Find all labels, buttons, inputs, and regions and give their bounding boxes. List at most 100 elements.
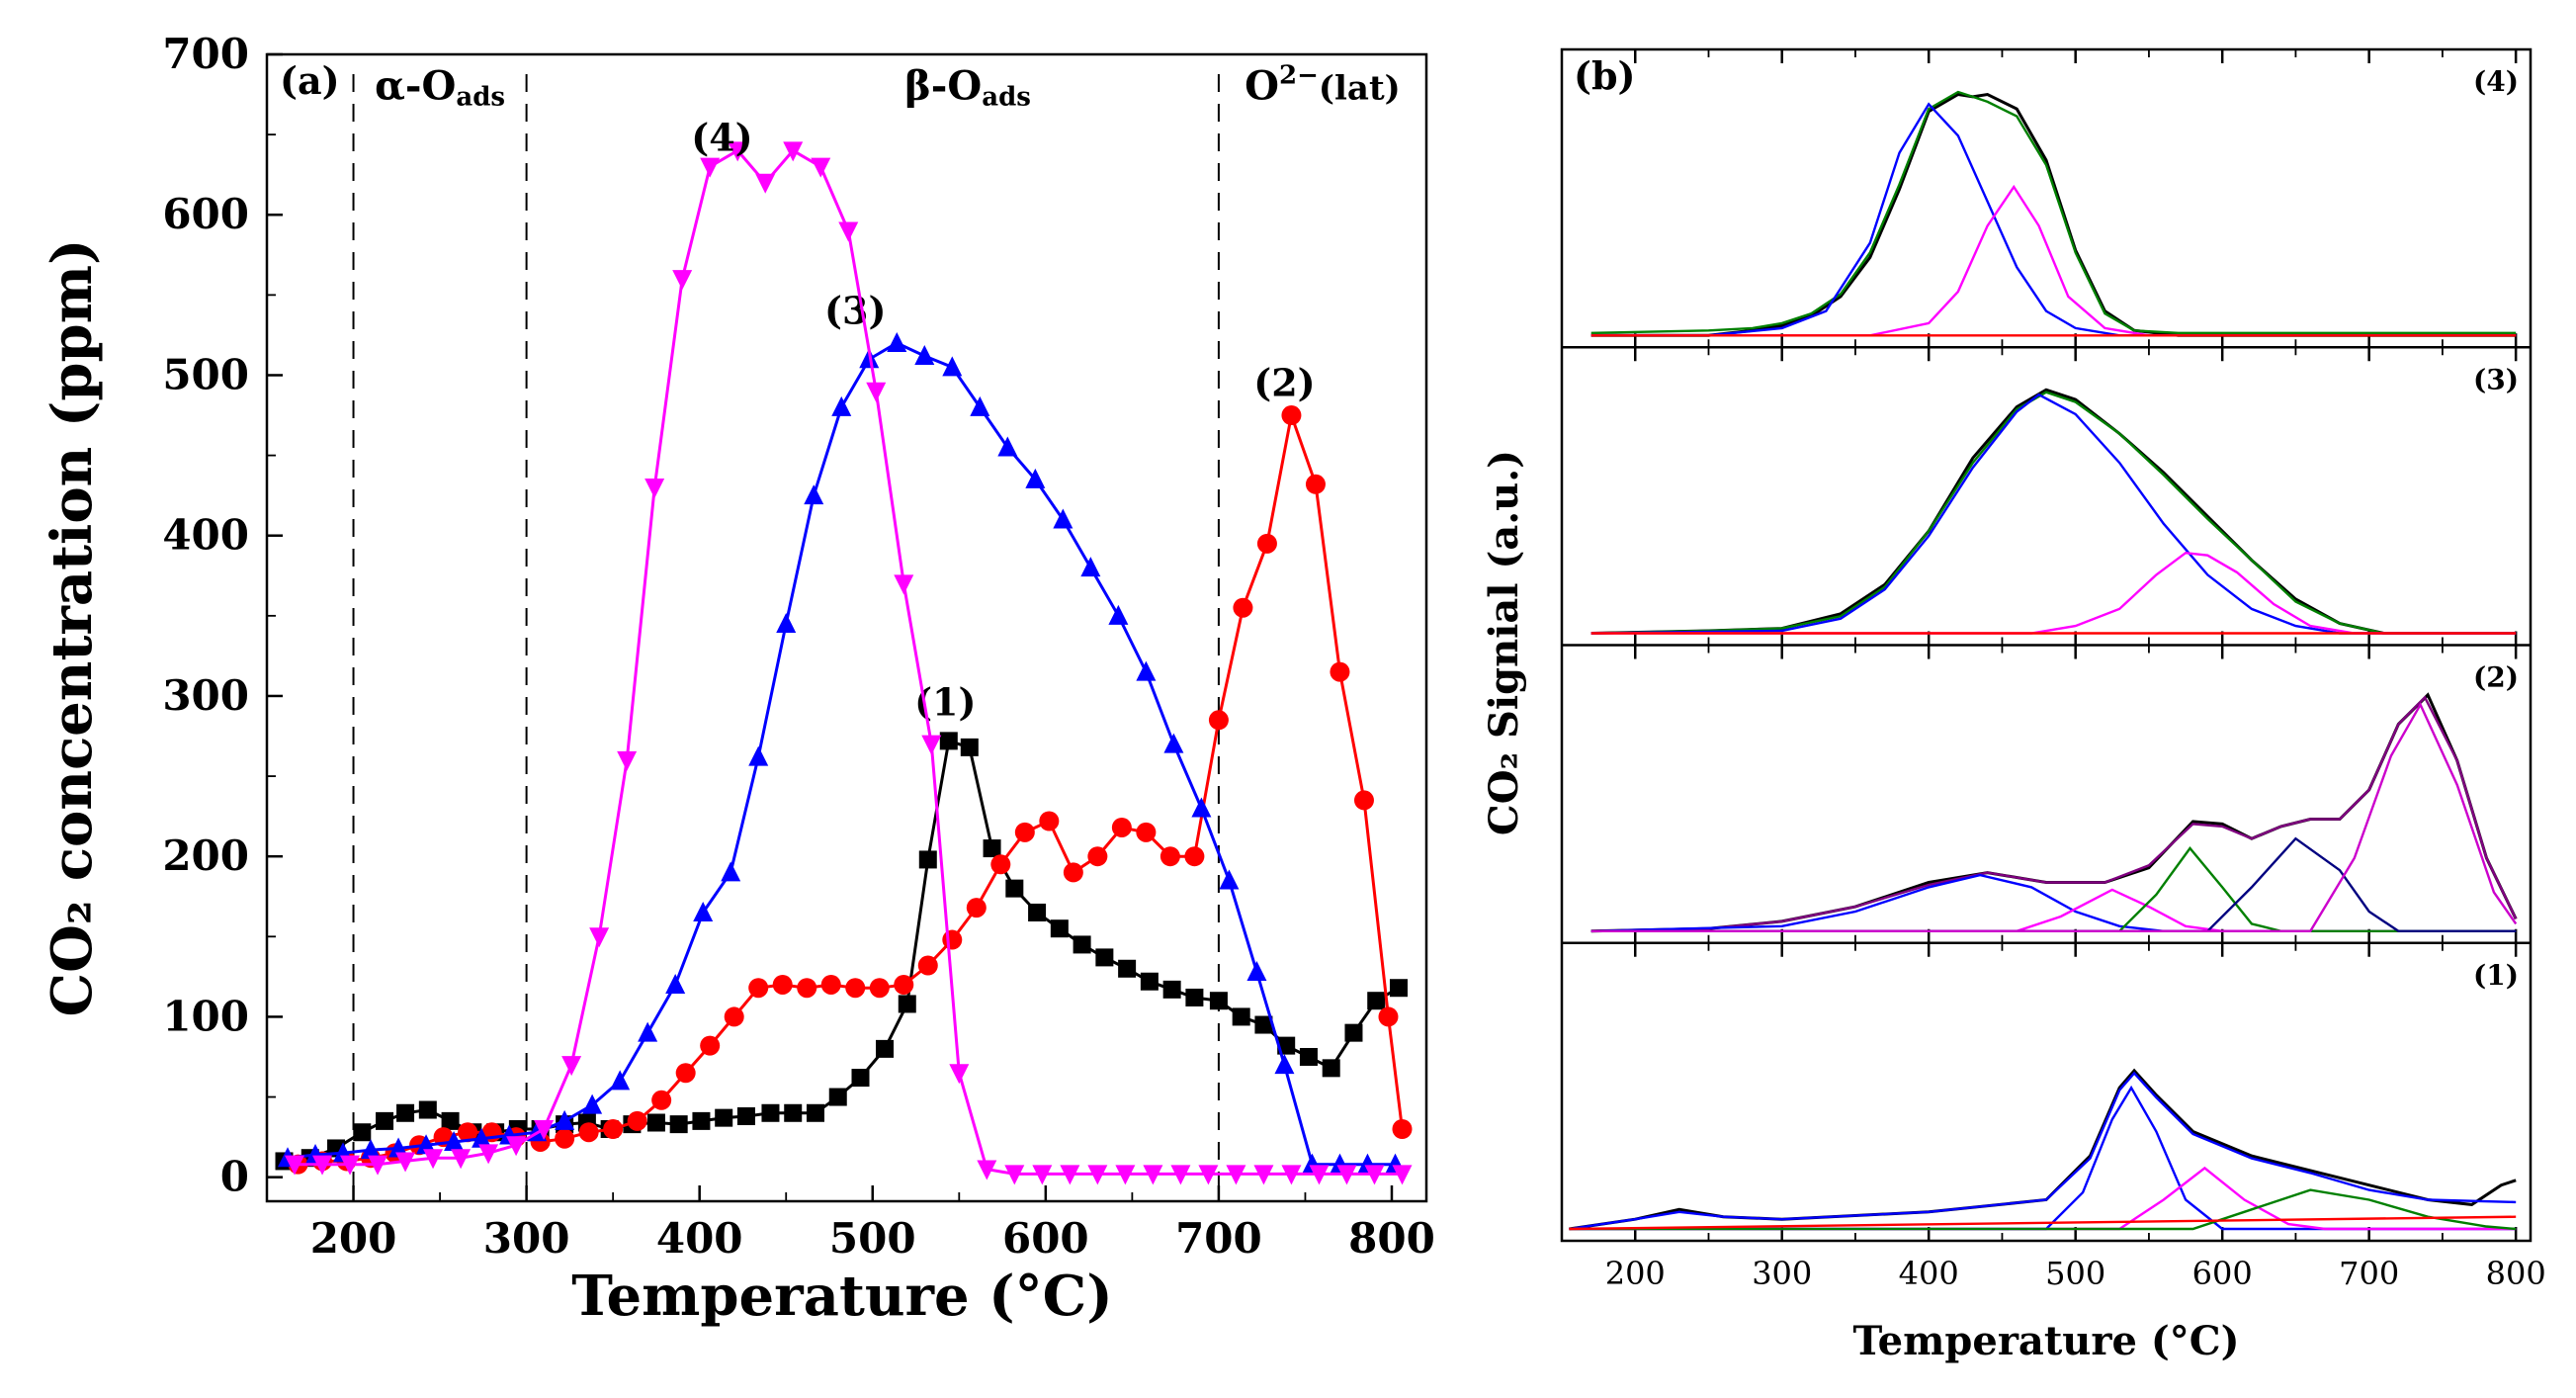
data-point: [1389, 979, 1408, 998]
trace-peak-3: [1590, 846, 2517, 932]
panel-a-series: (1) (2) (3) (4): [275, 115, 1413, 1185]
data-point: [921, 735, 942, 755]
series-line: [298, 409, 1404, 1167]
data-point: [1063, 862, 1083, 883]
data-point: [845, 978, 866, 999]
data-point: [353, 1123, 372, 1142]
data-point: [561, 1056, 582, 1077]
trace-peak-4: [1590, 836, 2517, 932]
data-point: [1219, 869, 1240, 890]
trace-peak-2: [1569, 1166, 2517, 1231]
data-point: [1392, 1118, 1413, 1139]
data-point: [1299, 1047, 1318, 1066]
panel-a: 200 300 400 500 600 700 800 0 100 200 300 400 500 60…: [40, 30, 1435, 1329]
panel-a-x-tick-label: 700: [1175, 1214, 1262, 1263]
data-point: [851, 1069, 870, 1088]
data-point: [418, 1100, 437, 1119]
data-point: [1256, 533, 1277, 554]
data-point: [820, 974, 841, 995]
data-point: [285, 1155, 305, 1176]
series-line: [287, 341, 1396, 1167]
data-point: [1004, 1165, 1025, 1185]
data-point: [651, 1090, 672, 1110]
subplot-label: (1): [2473, 959, 2519, 992]
panel-a-region-labels: α-Oads β-Oads O2−(lat): [375, 60, 1401, 112]
data-point: [441, 1111, 460, 1130]
data-point: [942, 356, 963, 377]
data-point: [918, 850, 937, 869]
data-point: [1136, 660, 1157, 681]
data-point: [797, 978, 817, 999]
data-point: [1087, 1165, 1108, 1185]
data-point: [1159, 846, 1180, 867]
panel-a-y-tick-label: 400: [162, 511, 249, 560]
data-point: [806, 1103, 824, 1122]
panel-a-x-ticks: 200 300 400 500 600 700 800: [266, 1185, 1435, 1263]
data-point: [1095, 948, 1114, 967]
data-point: [1191, 797, 1212, 818]
data-point: [898, 995, 916, 1013]
data-point: [1226, 1165, 1246, 1185]
data-point: [811, 157, 831, 178]
panel-b-subplot-dividers: [1562, 346, 2531, 944]
panel-a-region-label: β-Oads: [904, 62, 1031, 112]
data-point: [1198, 1165, 1219, 1185]
data-point: [1060, 1165, 1080, 1185]
data-point: [555, 1109, 575, 1130]
data-point: [838, 221, 859, 242]
trace-peak-3: [1569, 1188, 2517, 1231]
panel-b-subplot-1: (4): [1561, 49, 2519, 348]
data-point: [939, 732, 958, 750]
data-point: [894, 574, 914, 595]
data-point: [761, 1103, 780, 1122]
data-point: [700, 1035, 721, 1056]
subplot-label: (3): [2473, 363, 2519, 395]
panel-a-y-tick-label: 300: [162, 671, 249, 720]
data-point: [721, 861, 741, 882]
data-point: [866, 382, 887, 402]
data-point: [772, 974, 793, 995]
trace-baseline: [1569, 1215, 2517, 1231]
panel-b-subplot-4: (1): [1561, 942, 2519, 1241]
panel-b-plot-area: (4) (3) (2) (1): [1561, 49, 2519, 1241]
panel-a-y-tick-label: 600: [162, 190, 249, 238]
data-point: [1253, 1165, 1274, 1185]
panel-b-label: (b): [1574, 53, 1636, 98]
data-point: [1140, 972, 1159, 991]
data-point: [869, 978, 890, 999]
panel-b-x-tick-label: 800: [2486, 1255, 2546, 1292]
panel-a-frame: [265, 52, 1428, 1203]
panel-b-x-tick-label: 200: [1605, 1255, 1666, 1292]
panel-a-y-tick-label: 700: [162, 30, 249, 78]
data-point: [534, 1119, 555, 1140]
data-point: [1232, 1007, 1250, 1026]
data-point: [1087, 846, 1108, 867]
data-point: [1305, 474, 1326, 494]
data-point: [506, 1136, 527, 1157]
trace-measured: [1590, 388, 2517, 635]
data-point: [748, 745, 769, 766]
data-point: [627, 1110, 647, 1131]
data-point: [693, 901, 714, 921]
data-point: [1136, 822, 1157, 842]
data-point: [776, 612, 797, 633]
data-point: [831, 395, 852, 416]
data-point: [1170, 1165, 1191, 1185]
data-point: [914, 345, 935, 366]
panel-b: (4) (3) (2) (1) 200 300 400 500 600 700 800 (b) T…: [1481, 47, 2546, 1364]
panel-a-x-tick-label: 600: [1002, 1214, 1089, 1263]
data-point: [1281, 405, 1302, 426]
data-point: [675, 1063, 696, 1084]
trace-fit-total: [1590, 695, 2518, 932]
data-point: [589, 927, 610, 948]
panel-a-series-1: (1): [275, 679, 1408, 1171]
panel-a-region-label: α-Oads: [375, 62, 505, 112]
data-point: [876, 1039, 895, 1058]
subplot-label: (2): [2473, 661, 2519, 694]
data-point: [728, 141, 748, 162]
data-point: [1163, 733, 1184, 753]
trace-peak-2: [1590, 888, 2517, 932]
panel-b-x-axis-title: Temperature (°C): [1852, 1318, 2239, 1364]
panel-a-y-tick-label: 200: [162, 831, 249, 880]
